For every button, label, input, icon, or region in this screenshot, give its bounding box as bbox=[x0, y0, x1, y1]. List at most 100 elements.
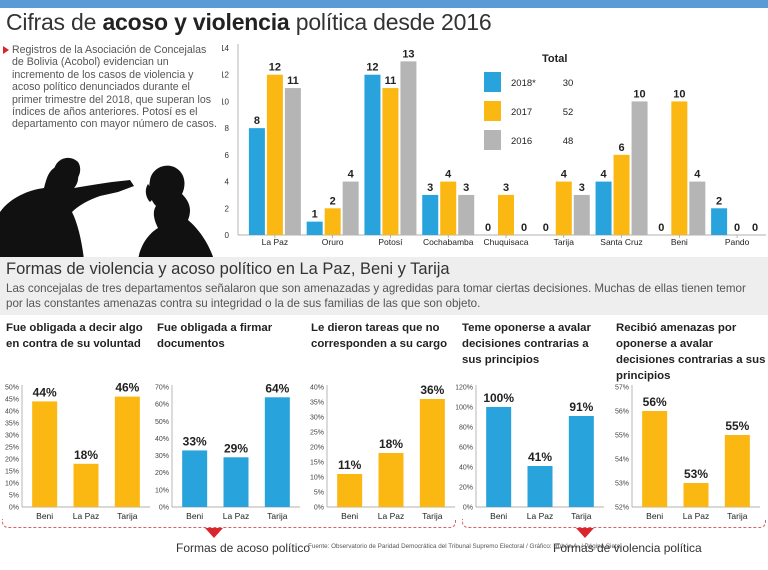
bar bbox=[182, 450, 208, 507]
y-tick-label: 54% bbox=[615, 457, 629, 464]
y-tick-label: 2 bbox=[225, 204, 230, 213]
bar-value-label: 0 bbox=[485, 222, 491, 234]
x-tick-label: Chuquisaca bbox=[484, 237, 529, 247]
bar bbox=[555, 181, 572, 235]
y-tick-label: 12 bbox=[222, 71, 230, 80]
bar bbox=[568, 416, 594, 507]
bar-value-label: 3 bbox=[579, 182, 585, 194]
y-tick-label: 120% bbox=[456, 385, 473, 392]
x-tick-label: La Paz bbox=[223, 511, 249, 521]
y-tick-label: 56% bbox=[615, 409, 629, 416]
bar-value-label: 100% bbox=[483, 391, 514, 405]
y-tick-label: 5% bbox=[314, 490, 324, 497]
y-tick-label: 70% bbox=[155, 385, 169, 392]
bar-value-label: 3 bbox=[463, 182, 469, 194]
bar bbox=[527, 466, 553, 507]
bar bbox=[458, 194, 475, 235]
x-tick-label: La Paz bbox=[378, 511, 404, 521]
bar bbox=[378, 453, 404, 507]
bar-value-label: 0 bbox=[658, 222, 664, 234]
y-tick-label: 0% bbox=[159, 505, 169, 512]
bar bbox=[337, 474, 363, 507]
y-tick-label: 20% bbox=[459, 485, 473, 492]
bar bbox=[683, 483, 709, 507]
bar-value-label: 55% bbox=[725, 419, 749, 433]
x-tick-label: Tarija bbox=[267, 511, 288, 521]
legend-swatch bbox=[484, 72, 501, 92]
bar-value-label: 11 bbox=[287, 75, 299, 87]
bar-value-label: 10 bbox=[673, 88, 685, 100]
bar bbox=[264, 397, 290, 507]
legend-title: Total bbox=[542, 53, 567, 65]
y-tick-label: 4 bbox=[225, 178, 230, 187]
bar bbox=[711, 208, 728, 235]
y-tick-label: 80% bbox=[459, 425, 473, 432]
bar bbox=[266, 74, 283, 235]
bar bbox=[364, 74, 381, 235]
bar-value-label: 2 bbox=[716, 195, 722, 207]
page-title: Cifras de acoso y violencia política des… bbox=[6, 9, 492, 35]
x-tick-label: La Paz bbox=[262, 237, 288, 247]
small-bar-chart: 0% 5% 10% 15% 20% 25% 30% 35% 40% 45% 50% 44% Beni 18… bbox=[5, 381, 150, 521]
x-tick-label: Cochabamba bbox=[423, 237, 474, 247]
bar bbox=[486, 407, 512, 507]
legend-total: 30 bbox=[563, 78, 574, 89]
x-tick-label: La Paz bbox=[73, 511, 99, 521]
bar-value-label: 18% bbox=[379, 437, 403, 451]
x-tick-label: Pando bbox=[725, 237, 750, 247]
intro-text: Registros de la Asociación de Concejalas… bbox=[12, 44, 217, 131]
bar-value-label: 29% bbox=[224, 441, 248, 455]
bar bbox=[306, 221, 323, 235]
y-tick-label: 40% bbox=[155, 436, 169, 443]
small-bar-chart: 0% 20% 40% 60% 80% 100% 120% 100% Beni 41% La Paz 9… bbox=[456, 385, 604, 521]
bar-value-label: 12 bbox=[269, 62, 281, 74]
x-tick-label: Santa Cruz bbox=[600, 237, 643, 247]
y-tick-label: 35% bbox=[310, 400, 324, 407]
bar-value-label: 53% bbox=[684, 467, 708, 481]
y-tick-label: 15% bbox=[5, 469, 19, 476]
x-tick-label: Tarija bbox=[727, 511, 748, 521]
y-tick-label: 8 bbox=[225, 124, 230, 133]
bar bbox=[440, 181, 457, 235]
y-tick-label: 52% bbox=[615, 505, 629, 512]
bar-value-label: 4 bbox=[348, 169, 355, 181]
legend-label: 2017 bbox=[511, 107, 532, 118]
bar-value-label: 11% bbox=[338, 458, 362, 472]
y-tick-label: 20% bbox=[155, 470, 169, 477]
x-tick-label: Beni bbox=[186, 511, 203, 521]
bar-value-label: 4 bbox=[694, 169, 701, 181]
x-tick-label: Beni bbox=[36, 511, 53, 521]
y-tick-label: 50% bbox=[5, 385, 19, 392]
bullet-triangle-icon bbox=[3, 46, 9, 54]
violencia-bracket bbox=[462, 519, 766, 528]
caption-acoso: Formas de acoso político bbox=[176, 541, 311, 555]
small-bar-chart: 0% 5% 10% 15% 20% 25% 30% 35% 40% 11% Beni 18% La Pa… bbox=[310, 383, 455, 521]
y-tick-label: 60% bbox=[155, 402, 169, 409]
y-tick-label: 30% bbox=[5, 433, 19, 440]
bar bbox=[671, 101, 688, 235]
bar-value-label: 41% bbox=[528, 450, 552, 464]
caption-violencia: Formas de violencia política bbox=[553, 541, 702, 555]
y-tick-label: 57% bbox=[615, 385, 629, 392]
bar bbox=[419, 399, 445, 507]
bar-value-label: 1 bbox=[312, 209, 318, 221]
bar-value-label: 46% bbox=[115, 381, 139, 395]
bar bbox=[613, 154, 630, 235]
acoso-bracket bbox=[2, 519, 456, 528]
source-note: Fuente: Observatorio de Paridad Democrát… bbox=[308, 543, 621, 550]
bar-value-label: 4 bbox=[445, 169, 452, 181]
bar-value-label: 11 bbox=[385, 75, 397, 87]
legend-label: 2016 bbox=[511, 136, 532, 147]
small-chart-title: Fue obligada a decir algo en contra de s… bbox=[6, 322, 143, 350]
y-tick-label: 55% bbox=[615, 433, 629, 440]
silhouette-illustration-icon bbox=[0, 157, 214, 260]
x-tick-label: Oruro bbox=[322, 237, 344, 247]
y-tick-label: 60% bbox=[459, 445, 473, 452]
bar-value-label: 0 bbox=[752, 222, 758, 234]
section-header-background bbox=[0, 257, 768, 315]
bar-value-label: 8 bbox=[254, 115, 260, 127]
bar bbox=[400, 61, 417, 235]
bar-value-label: 33% bbox=[183, 434, 207, 448]
y-tick-label: 30% bbox=[155, 453, 169, 460]
bar-value-label: 4 bbox=[561, 169, 568, 181]
